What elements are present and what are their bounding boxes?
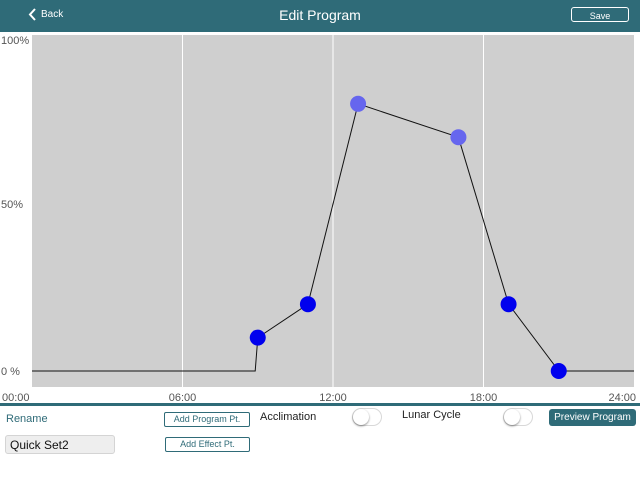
toggle-knob [504,409,520,425]
add-effect-point-button[interactable]: Add Effect Pt. [165,437,250,452]
x-tick-label: 12:00 [319,392,347,404]
program-point[interactable] [550,363,567,379]
back-label: Back [41,9,64,20]
page-title: Edit Program [279,7,361,23]
nav-bar: Back Edit Program Save [0,0,640,32]
program-point[interactable] [299,296,316,313]
program-chart[interactable]: 00:00 06:00 12:00 18:00 24:00 100% 50% 0 % [0,35,640,405]
x-tick-label: 18:00 [470,392,498,404]
program-point[interactable] [500,296,517,313]
chevron-left-icon [28,8,36,21]
rename-button[interactable]: Rename [6,413,48,425]
back-button[interactable]: Back [28,8,63,21]
acclimation-label: Acclimation [260,411,317,423]
program-point[interactable] [350,95,367,112]
preview-program-button[interactable]: Preview Program [549,409,636,426]
y-tick-label: 100% [1,35,29,47]
save-button[interactable]: Save [571,7,629,22]
header-divider [0,32,640,35]
y-tick-label: 0 % [1,366,20,378]
toggle-knob [353,409,369,425]
lunar-cycle-toggle[interactable] [503,408,533,426]
chart-bottom-border [0,403,640,406]
add-program-point-button[interactable]: Add Program Pt. [164,412,250,427]
lunar-cycle-label: Lunar Cycle [402,409,461,421]
acclimation-toggle[interactable] [352,408,382,426]
x-tick-label: 06:00 [169,392,197,404]
program-name-field[interactable]: Quick Set2 [5,435,115,454]
y-tick-label: 50% [1,199,23,211]
x-tick-label: 24:00 [608,392,636,404]
program-point[interactable] [249,329,266,346]
program-point[interactable] [450,129,467,146]
x-tick-label: 00:00 [2,392,30,404]
